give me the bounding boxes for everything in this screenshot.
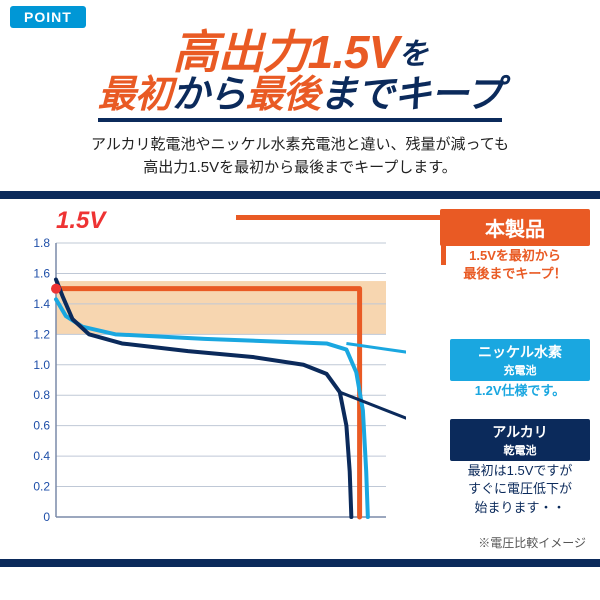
svg-text:0.8: 0.8 [33,388,50,402]
legend-product-sub1: 1.5Vを最初から [440,248,590,264]
legend-nimh-t1: ニッケル水素 [478,344,562,360]
subhead-l1: アルカリ乾電池やニッケル水素充電池と違い、残量が減っても [10,134,590,157]
svg-text:1.6: 1.6 [33,267,50,281]
legend-alk-t2: 乾電池 [458,442,582,458]
legend-alk-sub1: 最初は1.5Vですが [450,463,590,479]
legend-nimh: ニッケル水素 充電池 1.2V仕様です。 [450,339,590,399]
hl2-d: まで [320,74,394,116]
legend-product-title: 本製品 [440,209,590,246]
legend-nimh-title: ニッケル水素 充電池 [450,339,590,381]
legend-alkaline-title: アルカリ 乾電池 [450,419,590,461]
chart-frame: 1.5V 00.20.40.60.81.01.21.41.61.8 本製品 1.… [0,191,600,567]
legend-alk-sub3: 始まります・・ [450,500,590,516]
legend-product: 本製品 1.5Vを最初から 最後までキープ！ [440,209,590,283]
headline-suffix: を [398,38,427,71]
chart-footnote: ※電圧比較イメージ [478,534,586,551]
legend-nimh-t2: 充電池 [458,362,582,378]
svg-text:0.4: 0.4 [33,449,50,463]
headline: 高出力1.5Vを 最初から最後までキープ [0,28,600,126]
point-badge: POINT [10,6,86,28]
chart-area: 1.5V 00.20.40.60.81.01.21.41.61.8 本製品 1.… [6,209,594,553]
hl2-c: 最後 [246,74,320,116]
hl2-b: から [172,74,246,116]
subhead-l2: 高出力1.5Vを最初から最後までキープします。 [10,157,590,180]
svg-text:0.2: 0.2 [33,480,50,494]
hl2-a: 最初 [98,74,172,116]
svg-text:1.2: 1.2 [33,328,50,342]
legend-nimh-sub: 1.2V仕様です。 [450,383,590,399]
hl2-e: キープ [394,74,503,116]
headline-line1: 高出力1.5Vを [6,28,594,76]
svg-text:1.0: 1.0 [33,358,50,372]
svg-text:0: 0 [43,510,50,524]
headline-line2: 最初から最後までキープ [98,76,503,122]
headline-main: 高出力1.5V [173,26,399,78]
svg-text:1.4: 1.4 [33,297,50,311]
legend-alk-sub2: すぐに電圧低下が [450,481,590,497]
legend-alk-t1: アルカリ [492,424,547,440]
product-bracket [236,215,446,265]
legend-product-sub2: 最後までキープ！ [440,266,590,282]
svg-text:0.6: 0.6 [33,419,50,433]
subheading: アルカリ乾電池やニッケル水素充電池と違い、残量が減っても 高出力1.5Vを最初か… [0,126,600,191]
svg-text:1.8: 1.8 [33,236,50,250]
legend-alkaline: アルカリ 乾電池 最初は1.5Vですが すぐに電圧低下が 始まります・・ [450,419,590,516]
